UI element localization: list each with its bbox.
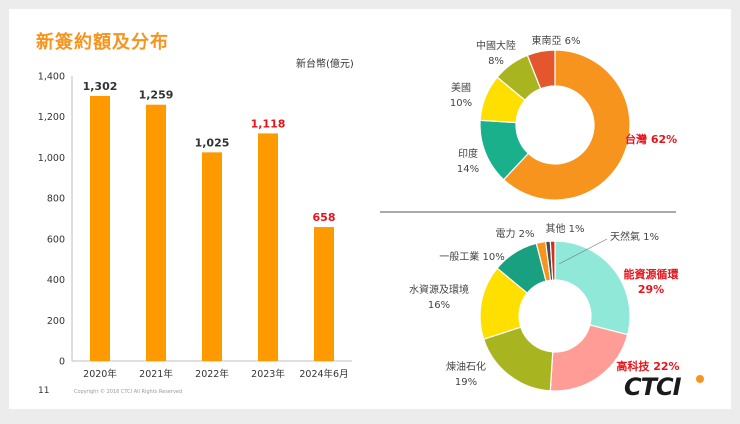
- slice-pct-label: 29%: [638, 283, 664, 296]
- slice-pct-label: 8%: [488, 56, 504, 67]
- donut-slice: [549, 240, 556, 281]
- x-tick-label: 2020年: [83, 368, 117, 380]
- y-tick-label: 1,000: [38, 153, 65, 164]
- x-tick-label: 2023年: [251, 368, 285, 380]
- x-tick-label: 2024年6月: [299, 368, 348, 380]
- bar-value-label: 1,025: [195, 136, 230, 149]
- slice-label: 高科技 22%: [616, 359, 679, 373]
- slice-name-label: 美國: [451, 81, 471, 94]
- slice-name-label: 能資源循環: [624, 267, 680, 281]
- slice-label: 東南亞 6%: [531, 34, 580, 47]
- bar-value-label: 658: [313, 211, 336, 224]
- y-tick-label: 400: [47, 275, 65, 286]
- slice-pct-label: 10%: [450, 98, 472, 109]
- bar: [90, 95, 110, 361]
- slice-pct-label: 19%: [455, 377, 477, 388]
- donut-slice: [502, 49, 631, 201]
- bar: [314, 227, 334, 361]
- unit-label: 新台幣(億元): [296, 59, 354, 70]
- bar-value-label: 1,259: [139, 89, 174, 102]
- slice-name-label: 水資源及環境: [409, 283, 469, 296]
- y-tick-label: 1,400: [38, 72, 65, 83]
- donut-slice: [554, 240, 631, 336]
- slice-name-label: 印度: [458, 147, 478, 160]
- bar-value-label: 1,302: [83, 80, 118, 93]
- slice-label: 電力 2%: [495, 227, 534, 240]
- slice-label: 天然氣 1%: [610, 230, 659, 243]
- slice-pct-label: 14%: [457, 164, 479, 175]
- bar: [202, 152, 222, 361]
- slice-label: 其他 1%: [545, 222, 584, 235]
- slice-name-label: 中國大陸: [476, 39, 516, 52]
- y-tick-label: 0: [59, 357, 65, 368]
- copyright-text: Copyright © 2016 CTCI All Rights Reserve…: [74, 389, 183, 395]
- x-tick-label: 2021年: [139, 368, 173, 380]
- donut-region: 台灣 62% 印度 14% 美國 10% 中國大陸 8% 東南亞 6%: [450, 34, 677, 201]
- logo-dot-icon: [696, 375, 704, 383]
- y-tick-label: 200: [47, 316, 65, 327]
- slice-name-label: 煉油石化: [446, 360, 486, 373]
- bar-chart: 0 200 400 600 800 1,000 1,200 1,400 1,302 2020年 1,…: [38, 72, 352, 380]
- leader-line: [558, 238, 608, 265]
- slice-pct-label: 16%: [428, 300, 450, 311]
- y-tick-label: 600: [47, 234, 65, 245]
- ctci-logo: CTCI: [624, 373, 714, 401]
- y-tick-label: 800: [47, 194, 65, 205]
- bar: [258, 133, 278, 361]
- x-tick-label: 2022年: [195, 368, 229, 380]
- slice-label: 台灣 62%: [625, 132, 677, 146]
- logo-text: CTCI: [624, 373, 682, 401]
- donut-slice: [549, 324, 629, 392]
- bar-value-label: 1,118: [251, 117, 286, 130]
- page-number: 11: [38, 386, 50, 396]
- donut-slice: [526, 49, 556, 90]
- donut-slice: [482, 326, 554, 392]
- bar: [146, 104, 166, 361]
- donut-industry: 能資源循環 29% 高科技 22% 煉油石化 19% 水資源及環境 16% 一般工業 10% 電…: [409, 222, 680, 392]
- page-title: 新簽約額及分布: [36, 32, 169, 53]
- y-tick-label: 1,200: [38, 112, 65, 123]
- slice-label: 一般工業 10%: [439, 250, 504, 263]
